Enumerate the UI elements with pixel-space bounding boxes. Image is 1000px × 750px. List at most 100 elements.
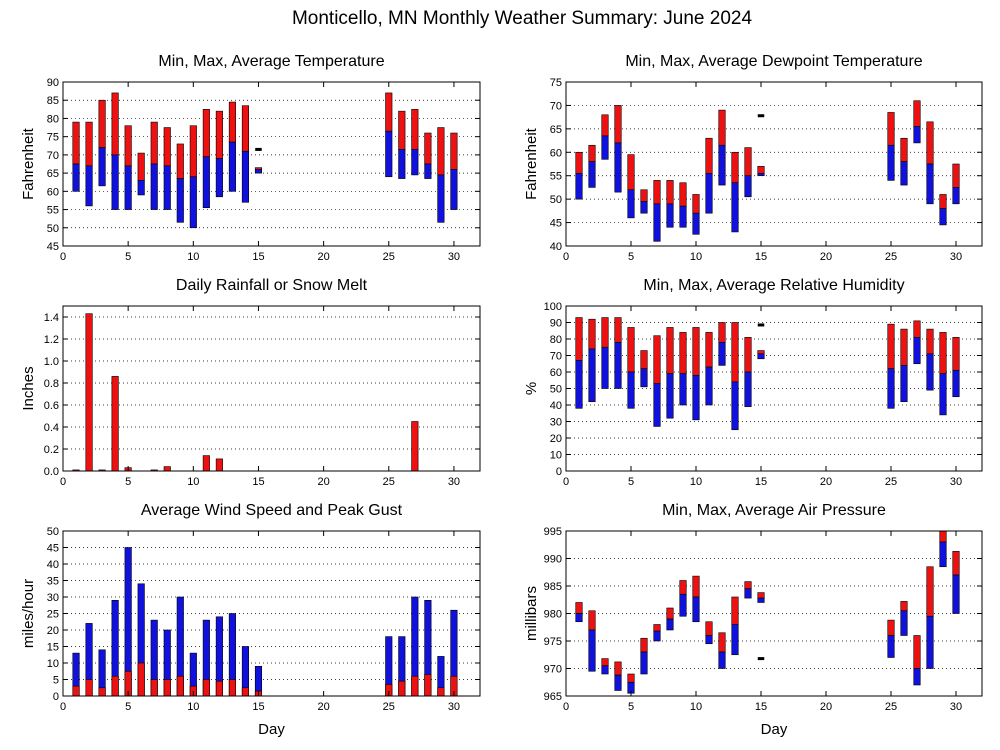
bar-min-segment — [913, 337, 921, 365]
single-reading-marker — [757, 323, 765, 327]
x-tick-label: 15 — [252, 701, 264, 713]
bar-max-segment — [900, 137, 908, 162]
y-tick-label: 40 — [550, 241, 562, 253]
x-tick-label: 0 — [563, 251, 569, 263]
panel-title: Min, Max, Average Temperature — [158, 53, 384, 70]
bar-max-segment — [575, 151, 583, 174]
bar-max-segment — [72, 121, 80, 165]
bar-max-segment — [744, 147, 752, 177]
bar-average-wind — [85, 679, 93, 697]
bar-min-segment — [692, 596, 700, 623]
panel-title: Average Wind Speed and Peak Gust — [141, 502, 403, 519]
x-tick-label: 20 — [820, 701, 832, 713]
bar-min-segment — [601, 135, 609, 160]
figure-title: Monticello, MN Monthly Weather Summary: … — [292, 8, 752, 29]
bar-min-segment — [952, 370, 960, 398]
y-tick-label: 985 — [544, 581, 562, 593]
bar-average-wind — [398, 680, 406, 697]
bar-min-segment — [189, 176, 197, 229]
bar-min-segment — [150, 163, 158, 210]
bar-max-segment — [653, 335, 661, 384]
bar-min-segment — [653, 630, 661, 642]
bar-min-segment — [176, 178, 184, 223]
bar-min-segment — [952, 187, 960, 205]
bar-max-segment — [398, 110, 406, 150]
bar-max-segment — [614, 661, 622, 676]
y-tick-label: 5 — [53, 675, 59, 687]
chart-press: 965 970 975 980 985 990 995 0 5 10 15 20 25 30 Min, Ma… — [523, 502, 983, 738]
y-axis-label: Inches — [20, 366, 37, 410]
bar-average-wind — [411, 675, 419, 697]
bar-min-segment — [228, 141, 236, 192]
x-tick-label: 30 — [448, 701, 460, 713]
y-tick-label: 45 — [47, 241, 59, 253]
bar-min-segment — [952, 574, 960, 614]
bar-min-segment — [588, 161, 596, 188]
bar-min-segment — [692, 212, 700, 235]
bar-min-segment — [679, 593, 687, 617]
bar-average-wind — [163, 679, 171, 697]
bar-rainfall — [411, 421, 419, 472]
y-axis-label: % — [523, 382, 540, 395]
bar-min-segment — [640, 651, 648, 675]
bar-min-segment — [85, 165, 93, 207]
bar-min-segment — [666, 373, 674, 419]
panel-title: Min, Max, Average Dewpoint Temperature — [625, 53, 922, 70]
x-tick-label: 0 — [563, 476, 569, 488]
bar-max-segment — [926, 121, 934, 165]
bar-min-segment — [215, 158, 223, 198]
y-tick-label: 100 — [544, 301, 562, 313]
y-tick-label: 40 — [550, 400, 562, 412]
bar-max-segment — [640, 350, 648, 369]
bar-max-segment — [913, 635, 921, 669]
x-tick-label: 5 — [628, 701, 634, 713]
bar-min-segment — [887, 144, 895, 181]
x-tick-label: 30 — [448, 251, 460, 263]
bar-max-segment — [601, 317, 609, 348]
y-tick-label: 50 — [550, 194, 562, 206]
bar-min-segment — [718, 341, 726, 366]
y-tick-label: 1.2 — [44, 334, 59, 346]
bar-min-segment — [679, 205, 687, 228]
bar-max-segment — [731, 596, 739, 625]
bar-max-segment — [163, 127, 171, 167]
bar-max-segment — [744, 581, 752, 590]
x-tick-label: 25 — [383, 701, 395, 713]
x-tick-label: 25 — [885, 476, 897, 488]
x-tick-label: 30 — [950, 251, 962, 263]
bar-average-wind — [137, 662, 145, 697]
x-axis-label: Day — [258, 721, 285, 738]
panel-title: Min, Max, Average Air Pressure — [662, 502, 886, 519]
bar-max-segment — [411, 109, 419, 150]
bar-min-segment — [887, 635, 895, 658]
y-tick-label: 45 — [550, 218, 562, 230]
x-tick-label: 25 — [885, 701, 897, 713]
bar-average-wind — [437, 687, 445, 697]
y-axis-label: millibars — [523, 586, 540, 641]
x-tick-label: 10 — [187, 701, 199, 713]
x-tick-label: 10 — [690, 701, 702, 713]
bar-min-segment — [692, 374, 700, 421]
bar-min-segment — [718, 651, 726, 669]
bar-min-segment — [588, 629, 596, 672]
single-reading-marker — [757, 657, 765, 661]
x-tick-label: 30 — [950, 701, 962, 713]
x-tick-label: 5 — [125, 251, 131, 263]
bar-max-segment — [705, 137, 713, 174]
bar-min-segment — [666, 618, 674, 631]
bar-max-segment — [757, 350, 765, 355]
bar-max-segment — [228, 101, 236, 143]
bar-min-segment — [575, 613, 583, 623]
bar-max-segment — [575, 317, 583, 361]
bar-min-segment — [588, 348, 596, 402]
chart-wind: 0 5 10 15 20 25 30 35 40 45 50 0 5 10 15 20 25 30 Average … — [20, 502, 481, 738]
bar-max-segment — [666, 180, 674, 205]
bar-max-segment — [679, 580, 687, 595]
y-tick-label: 55 — [550, 171, 562, 183]
bar-min-segment — [666, 203, 674, 228]
x-tick-label: 20 — [318, 251, 330, 263]
y-tick-label: 20 — [47, 625, 59, 637]
y-tick-label: 0.0 — [44, 466, 59, 478]
y-tick-label: 60 — [550, 147, 562, 159]
y-tick-label: 65 — [550, 124, 562, 136]
